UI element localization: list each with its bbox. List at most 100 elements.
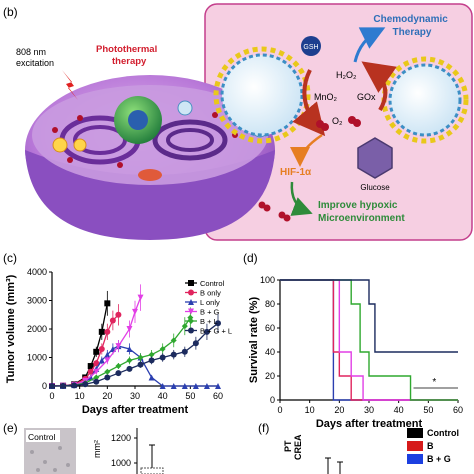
data-point (104, 300, 111, 307)
data-point (137, 361, 144, 368)
data-point (132, 308, 138, 315)
data-point (93, 374, 100, 381)
hif-arrow (290, 133, 323, 167)
data-point (109, 317, 116, 324)
series-b-g-l (49, 313, 221, 389)
y-tick-label: 3000 (27, 296, 47, 306)
survival-curve-3 (280, 279, 458, 401)
y-tick-label: 0 (270, 395, 275, 405)
data-point (159, 354, 166, 361)
mno2-arrow (292, 69, 326, 137)
data-point (126, 345, 133, 352)
x-tick-label: 40 (158, 391, 168, 401)
survival-curve-2 (280, 279, 458, 401)
data-point (170, 383, 177, 389)
panel-e-bar (140, 467, 164, 474)
data-point (115, 311, 122, 318)
y-tick-label: 20 (265, 371, 275, 381)
y-tick-label: 100 (260, 275, 275, 285)
survival-curve-5 (280, 279, 458, 353)
legend-label: B + L (200, 317, 218, 326)
data-point (126, 326, 133, 332)
series-b-l (49, 307, 194, 389)
legend-label: B + G + L (200, 327, 232, 336)
data-point (181, 323, 188, 330)
x-tick-label: 40 (394, 405, 404, 415)
data-point (82, 381, 89, 388)
data-point (104, 328, 111, 335)
series-line (51, 317, 191, 387)
panel-c: (c) 0 10 20 30 40 50 60 0 1000 2000 3000 4000 Days a… (3, 251, 232, 416)
photothermal-label: Photothermal therapy (96, 44, 160, 67)
data-point (49, 383, 55, 389)
panel-f: (f) PT CREA Control B B + G (258, 421, 459, 474)
panel-d: (d) 0 10 20 30 40 50 60 0 20 40 60 80 100 Days after … (243, 251, 463, 430)
panel-e: (e) Control mm² 1200 1000 (3, 421, 164, 474)
data-point (104, 368, 111, 375)
y-tick-label: 0 (42, 381, 47, 391)
gsh-badge (301, 36, 321, 56)
legend-swatch (407, 441, 423, 451)
y-axis-label: Tumor volume (mm³) (5, 274, 17, 383)
h2o2-label: H₂O₂ (336, 70, 357, 80)
legend-label: B (427, 441, 434, 451)
gox-label: GOx (357, 92, 376, 102)
x-tick-label: 30 (364, 405, 374, 415)
data-point (104, 357, 111, 364)
legend-label: Control (200, 279, 225, 288)
legend-label: B + G (427, 454, 451, 464)
panel-b-label: (b) (3, 5, 18, 19)
legend-label: Control (427, 428, 459, 438)
histology-texture (30, 446, 70, 472)
legend-swatch (407, 428, 423, 438)
laser-bolt-icon (62, 70, 78, 100)
series-line (51, 303, 108, 387)
panel-e-ytick-label: 1000 (111, 458, 131, 468)
data-point (93, 360, 100, 367)
panel-b: (b) 808 nm excitation (3, 3, 473, 241)
golgi-organelle-inner (166, 128, 214, 152)
series-line (51, 322, 219, 387)
x-axis-label: Days after treatment (82, 404, 189, 416)
mno2-label: MnO₂ (314, 92, 338, 102)
series-b-g (49, 284, 144, 389)
mitochondrion (138, 169, 162, 181)
data-point (87, 363, 94, 370)
gsh-label: GSH (303, 44, 318, 51)
histology-label: Control (28, 432, 56, 442)
x-tick-label: 50 (423, 405, 433, 415)
panel-f-label: (f) (258, 421, 269, 435)
x-tick-label: 50 (185, 391, 195, 401)
data-point (98, 345, 105, 352)
data-point (104, 351, 111, 358)
x-tick-label: 30 (130, 391, 140, 401)
data-point (60, 382, 67, 389)
data-point (148, 357, 155, 364)
panel-e-ylabel: mm² (92, 440, 102, 458)
data-point (87, 368, 94, 375)
x-tick-label: 10 (305, 405, 315, 415)
data-point (71, 382, 78, 389)
golgi-organelle (152, 119, 228, 161)
data-point (104, 374, 111, 381)
x-tick-label: 20 (102, 391, 112, 401)
data-point (192, 383, 199, 389)
series-l-only (49, 340, 221, 389)
panel-f-legend: Control B B + G (407, 428, 459, 464)
legend-label: B + G (200, 308, 220, 317)
data-point (181, 383, 188, 389)
gox-arrow (361, 61, 397, 112)
x-tick-label: 20 (334, 405, 344, 415)
data-point (188, 327, 194, 334)
panel-e-label: (e) (3, 421, 18, 435)
data-point (93, 368, 100, 375)
data-point (93, 348, 100, 355)
glucose-label: Glucose (360, 183, 390, 192)
data-point (215, 320, 221, 327)
legend-swatch (407, 454, 423, 464)
panel-e-ytick-label: 1200 (111, 433, 131, 443)
significance-marker: * (432, 377, 436, 388)
data-point (159, 345, 166, 352)
survival-curve-4 (280, 279, 458, 401)
glucose-hexagon-icon (357, 137, 393, 179)
